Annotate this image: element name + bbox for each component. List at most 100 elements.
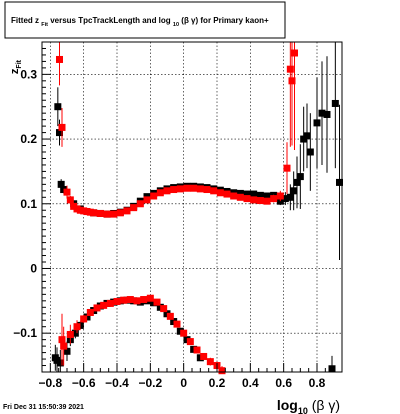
- data-point: [156, 189, 164, 197]
- x-tick-label: 0: [180, 376, 187, 390]
- data-point: [140, 296, 148, 304]
- footer-timestamp: Fri Dec 31 15:50:39 2021: [3, 404, 84, 411]
- data-point: [146, 294, 154, 302]
- series-black: [51, 42, 343, 373]
- data-point: [120, 296, 128, 304]
- data-point: [196, 185, 204, 193]
- data-point: [90, 209, 98, 217]
- data-point: [56, 359, 64, 367]
- x-tick-label: 0.6: [275, 376, 292, 390]
- data-point: [263, 197, 271, 205]
- data-point: [236, 189, 244, 197]
- data-point: [130, 204, 138, 212]
- y-axis-label: zFit: [9, 59, 23, 74]
- data-point: [150, 192, 158, 200]
- data-point: [290, 187, 298, 195]
- data-point: [331, 99, 339, 107]
- data-point: [123, 207, 131, 215]
- data-point: [100, 301, 108, 309]
- x-tick-label: −0.2: [138, 376, 162, 390]
- axes: −0.8 −0.6 −0.4 −0.2 0 0.2 0.4 0.6 0.8 −0.1 0 0.1 0.2…: [13, 41, 343, 390]
- data-point: [193, 346, 201, 354]
- data-point: [71, 329, 79, 337]
- x-axis-label: log10 (β γ): [277, 397, 340, 414]
- data-point: [318, 109, 326, 117]
- data-point: [136, 200, 144, 208]
- title-box: Fitted z Fit versus TpcTrackLength and l…: [4, 1, 286, 39]
- title-subscript-10: 10: [173, 22, 179, 28]
- x-tick-label: 0.2: [209, 376, 226, 390]
- data-point: [58, 336, 66, 344]
- data-point: [160, 305, 168, 313]
- data-point: [163, 187, 171, 195]
- x-tick-label: 0.4: [242, 376, 259, 390]
- data-point: [176, 185, 184, 193]
- data-point: [286, 65, 294, 73]
- data-point: [186, 338, 194, 346]
- data-series: [51, 42, 343, 375]
- data-point: [206, 358, 214, 366]
- data-point: [80, 315, 88, 323]
- x-tick-label: −0.8: [38, 376, 62, 390]
- title-subscript-fit: Fit: [41, 22, 48, 28]
- data-point: [223, 190, 231, 198]
- y-tick-label: 0.2: [20, 132, 37, 146]
- data-point: [86, 308, 94, 316]
- data-point: [66, 330, 74, 338]
- y-tick-label: 0.1: [20, 197, 37, 211]
- data-point: [93, 304, 101, 312]
- data-point: [66, 196, 74, 204]
- data-point: [57, 180, 65, 188]
- data-point: [103, 210, 111, 218]
- data-point: [303, 132, 311, 140]
- data-point: [283, 164, 291, 172]
- data-point: [203, 186, 211, 194]
- data-point: [180, 329, 188, 337]
- data-point: [183, 184, 191, 192]
- data-point: [293, 178, 301, 186]
- data-point: [281, 195, 289, 203]
- data-point: [328, 365, 336, 373]
- data-point: [58, 123, 66, 131]
- data-point: [60, 342, 68, 350]
- data-point: [256, 191, 264, 199]
- data-point: [288, 77, 296, 85]
- data-point: [110, 210, 118, 218]
- data-point: [200, 352, 208, 360]
- data-point: [243, 190, 251, 198]
- data-point: [286, 193, 294, 201]
- title-part-1: Fitted z: [11, 16, 39, 25]
- title-part-2: versus TpcTrackLength and log: [50, 16, 171, 25]
- data-point: [210, 187, 218, 195]
- data-point: [166, 312, 174, 320]
- data-point: [56, 129, 63, 137]
- data-point: [170, 186, 178, 194]
- data-point: [256, 197, 264, 205]
- data-point: [250, 190, 258, 198]
- data-point: [96, 209, 104, 217]
- data-point: [306, 148, 314, 156]
- data-point: [116, 209, 124, 217]
- data-point: [291, 49, 298, 57]
- data-point: [63, 188, 71, 196]
- data-point: [73, 323, 81, 331]
- data-point: [173, 320, 181, 328]
- x-tick-label: 0.8: [309, 376, 326, 390]
- data-point: [236, 193, 244, 201]
- data-point: [153, 298, 161, 306]
- data-point: [313, 119, 321, 127]
- data-point: [230, 192, 238, 200]
- data-point: [270, 195, 278, 203]
- y-tick-label: 0.3: [20, 67, 37, 81]
- data-point: [218, 367, 226, 375]
- series-red: [56, 42, 298, 375]
- y-tick-label: 0: [30, 261, 37, 275]
- data-point: [133, 297, 141, 305]
- data-point: [190, 184, 198, 192]
- data-point: [336, 178, 343, 186]
- data-point: [54, 103, 62, 111]
- data-point: [263, 192, 271, 200]
- data-point: [56, 55, 63, 63]
- chart-title: Fitted z Fit versus TpcTrackLength and l…: [11, 16, 269, 28]
